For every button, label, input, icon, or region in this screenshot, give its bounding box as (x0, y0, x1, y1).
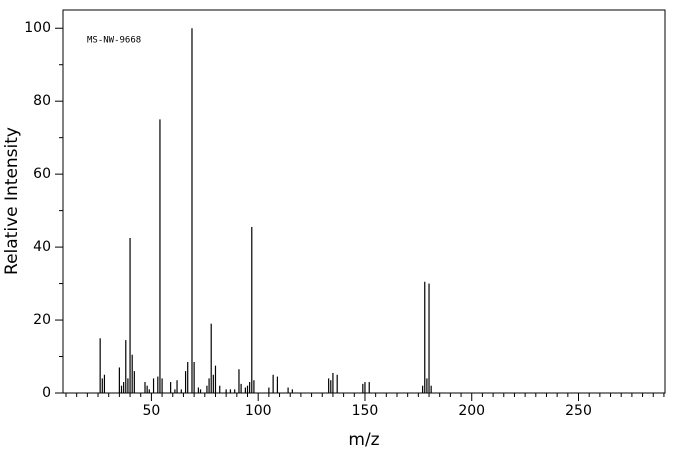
annotation: MS-NW-9668 (87, 36, 141, 46)
x-tick-label: 100 (245, 403, 272, 419)
x-tick-label: 150 (352, 403, 379, 419)
x-tick-label: 250 (565, 403, 592, 419)
plot-frame (62, 9, 666, 394)
y-tick-label: 0 (42, 385, 51, 401)
y-tick-label: 80 (33, 93, 51, 109)
x-axis-label: m/z (348, 430, 379, 450)
y-tick-label: 40 (33, 239, 51, 255)
x-tick-label: 50 (142, 403, 160, 419)
x-tick-label: 200 (458, 403, 485, 419)
y-axis-label: Relative Intensity (2, 127, 22, 275)
y-tick-label: 20 (33, 312, 51, 328)
y-tick-label: 100 (24, 20, 51, 36)
y-tick-label: 60 (33, 166, 51, 182)
